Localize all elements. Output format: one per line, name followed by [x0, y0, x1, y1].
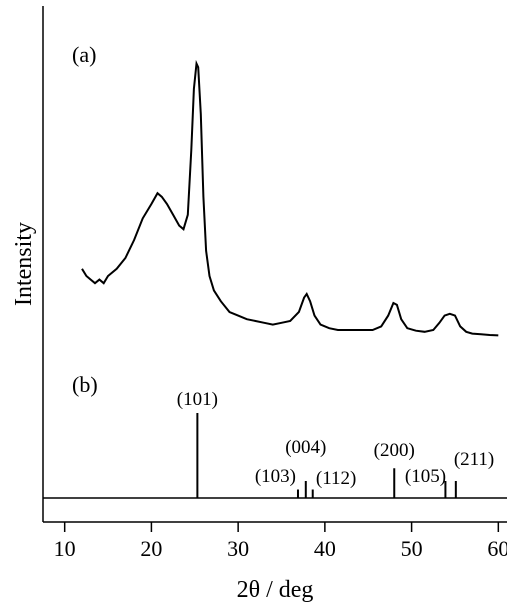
- panel-label-b: (b): [72, 372, 98, 397]
- x-tick-label: 30: [227, 536, 249, 561]
- axes: [42, 6, 507, 523]
- reference-label: (211): [454, 449, 494, 470]
- reference-label: (200): [374, 440, 415, 461]
- reference-label: (112): [316, 468, 356, 489]
- x-tick-label: 40: [314, 536, 336, 561]
- x-tick-label: 60: [487, 536, 507, 561]
- x-tick-label: 50: [401, 536, 423, 561]
- y-axis-label: Intensity: [11, 222, 37, 306]
- x-ticks: 10 20 30 40 50 60: [54, 522, 507, 561]
- x-tick-label: 10: [54, 536, 76, 561]
- panel-label-a: (a): [72, 42, 96, 67]
- reference-label: (004): [285, 437, 326, 458]
- reference-lines: (101) (103) (004) (112) (200) (105) (211): [177, 389, 494, 498]
- reference-label: (105): [405, 466, 446, 487]
- series-line: [81, 59, 499, 337]
- x-axis-label: 2θ / deg: [237, 577, 314, 603]
- reference-label: (101): [177, 389, 218, 410]
- reference-label: (103): [255, 466, 296, 487]
- x-tick-label: 20: [140, 536, 162, 561]
